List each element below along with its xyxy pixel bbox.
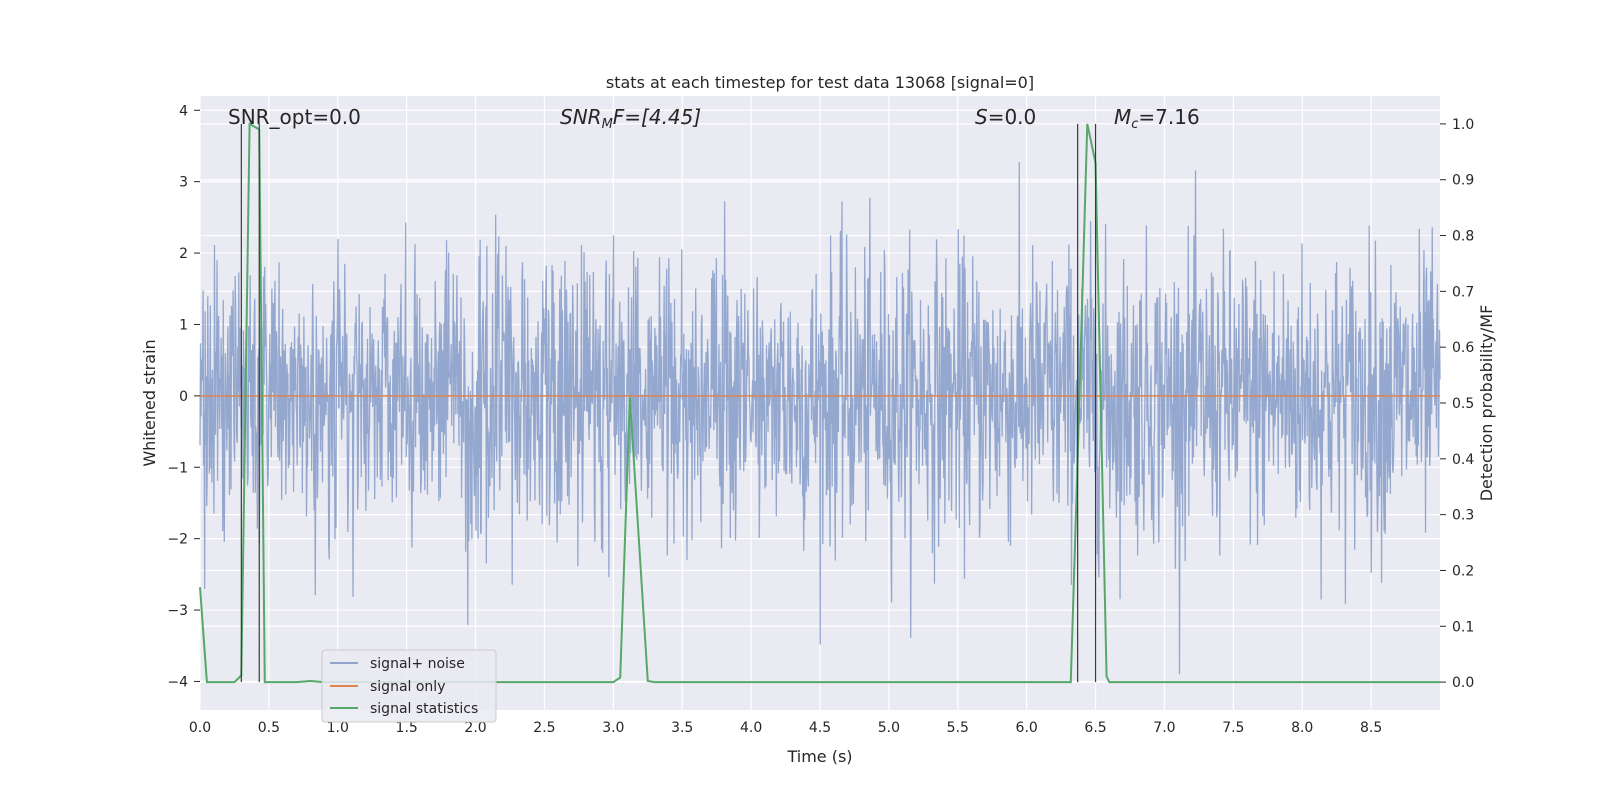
y2-tick-label: 0.6 [1452,340,1474,356]
y-tick-label: 3 [179,175,188,191]
mc-rest: =7.16 [1138,105,1199,129]
annotation-snr-opt: SNR_opt=0.0 [228,105,361,129]
annotation-snr-mf: SNRMF=[4.45] [560,105,701,132]
x-tick-label: 4.0 [740,720,762,736]
x-tick-label: 1.5 [396,720,418,736]
y2-tick-label: 0.7 [1452,284,1474,300]
y2-tick-label: 0.4 [1452,452,1474,468]
y2-tick-label: 0.8 [1452,229,1474,245]
vline-layer [240,123,1097,683]
x-tick-label: 3.0 [602,720,624,736]
legend-label-noise: signal+ noise [370,656,465,672]
chart-title: stats at each timestep for test data 130… [606,73,1034,92]
x-tick-label: 5.5 [947,720,969,736]
snr-mf-rest: F=[4.45] [613,105,701,129]
x-tick-label: 8.0 [1291,720,1313,736]
mc-base: M [1114,105,1131,129]
s-rest: =0.0 [988,105,1037,129]
s-base: S [975,105,988,129]
snr-mf-sub: M [602,117,613,132]
snr-mf-base: SNR [560,105,602,129]
x-tick-label: 5.0 [878,720,900,736]
x-tick-label: 4.5 [809,720,831,736]
y2-axis-label: Detection probability/MF [1477,305,1496,502]
x-axis-label: Time (s) [786,747,852,766]
x-tick-label: 2.5 [533,720,555,736]
series-layer [199,122,1440,684]
y2-tick-label: 0.9 [1452,173,1474,189]
x-tick-label: 6.5 [1084,720,1106,736]
y2-tick-label: 1.0 [1452,117,1474,133]
annotation-s: S=0.0 [975,105,1036,129]
y-tick-label: 2 [179,246,188,262]
x-tick-label: 7.0 [1153,720,1175,736]
legend: signal+ noise signal only signal statist… [321,649,497,723]
series-signal-statistics-line [199,122,1440,684]
mc-sub: c [1131,117,1138,132]
x-tick-label: 1.0 [327,720,349,736]
annotation-mc: Mc=7.16 [1114,105,1200,132]
x-tick-label: 6.0 [1016,720,1038,736]
x-tick-label: 0.5 [258,720,280,736]
y-axis-label: Whitened strain [140,339,159,466]
y-tick-label: −2 [167,532,188,548]
y-tick-label: −4 [167,674,188,690]
noise-layer [199,162,1441,675]
y-tick-label: 4 [179,103,188,119]
y-tick-label: −1 [167,460,188,476]
y2-tick-label: 0.3 [1452,508,1474,524]
x-tick-label: 2.0 [464,720,486,736]
legend-box [321,649,497,723]
x-tick-label: 7.5 [1222,720,1244,736]
y2-tick-label: 0.5 [1452,396,1474,412]
ticks: 0.0 0.5 1.0 1.5 2.0 2.5 3.0 3.5 4.0 4.5 5.0 5.5 6.0 6… [167,103,1474,736]
series-signal-noise-line [199,162,1441,675]
legend-label-signal: signal only [370,679,445,695]
y-tick-label: 1 [179,317,188,333]
x-tick-label: 3.5 [671,720,693,736]
y2-tick-label: 0.2 [1452,563,1474,579]
y2-tick-label: 0.1 [1452,619,1474,635]
y-tick-label: −3 [167,603,188,619]
x-tick-label: 8.5 [1360,720,1382,736]
legend-label-statistics: signal statistics [370,701,478,717]
y2-tick-label: 0.0 [1452,675,1474,691]
y-tick-label: 0 [179,389,188,405]
x-tick-label: 0.0 [189,720,211,736]
